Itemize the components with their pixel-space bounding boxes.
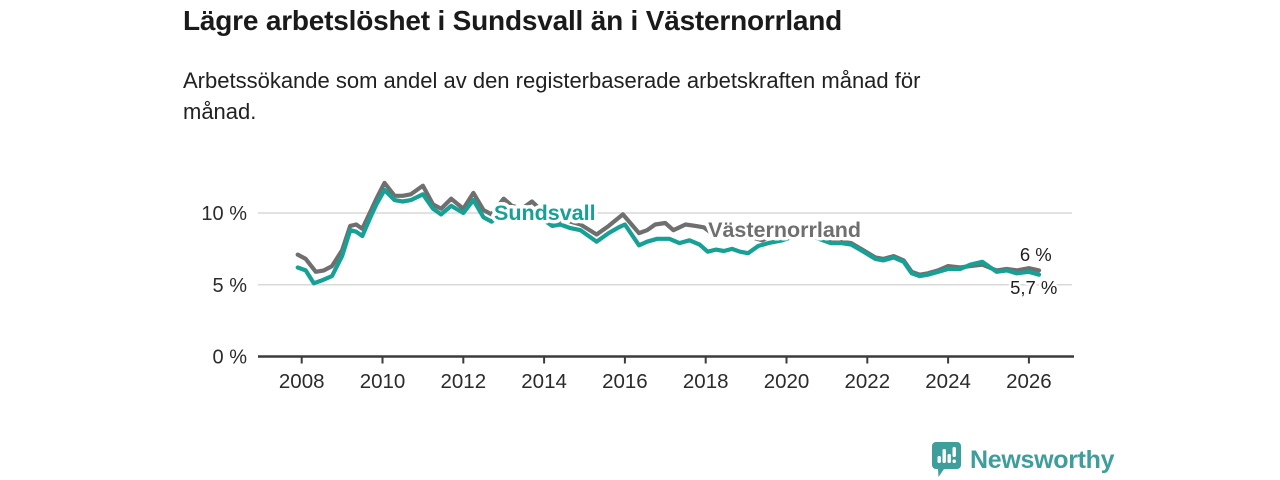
y-axis-tick-label: 0 % (213, 347, 248, 369)
chart-subtitle-line2: månad. (183, 99, 257, 124)
sundsvall-series-label: Sundsvall (494, 201, 596, 225)
x-axis-tick-label: 2012 (440, 370, 486, 393)
x-axis-tick-label: 2022 (844, 370, 890, 393)
end-value-label: 6 % (1020, 244, 1052, 265)
sundsvall-line (295, 187, 1042, 286)
vsternorrland-line (295, 180, 1042, 277)
logo-barchart-glyph (937, 447, 956, 463)
chart-subtitle: Arbetssökande som andel av den registerb… (183, 65, 920, 127)
chart-title: Lägre arbetslöshet i Sundsvall än i Väst… (183, 5, 843, 36)
y-axis-tick-label: 5 % (213, 275, 248, 297)
x-axis-tick-label: 2010 (360, 370, 406, 393)
y-axis-tick-label: 10 % (201, 203, 247, 225)
x-axis-tick-label: 2024 (925, 370, 971, 393)
x-axis-tick-label: 2026 (1006, 370, 1052, 393)
x-axis-tick-label: 2018 (683, 370, 729, 393)
logo-bubble-shape (932, 442, 961, 477)
x-axis-tick-label: 2020 (764, 370, 810, 393)
vsternorrland-series-label: Västernorrland (708, 218, 861, 242)
newsworthy-logo-icon (932, 442, 961, 477)
chart-subtitle-line1: Arbetssökande som andel av den registerb… (183, 68, 921, 93)
newsworthy-logo: Newsworthy (931, 441, 1115, 479)
x-axis-tick-label: 2008 (279, 370, 325, 393)
x-axis-tick-label: 2014 (521, 370, 567, 393)
x-axis-tick-label: 2016 (602, 370, 648, 393)
end-value-label: 5,7 % (1010, 277, 1057, 298)
newsworthy-logo-text: Newsworthy (970, 445, 1115, 474)
